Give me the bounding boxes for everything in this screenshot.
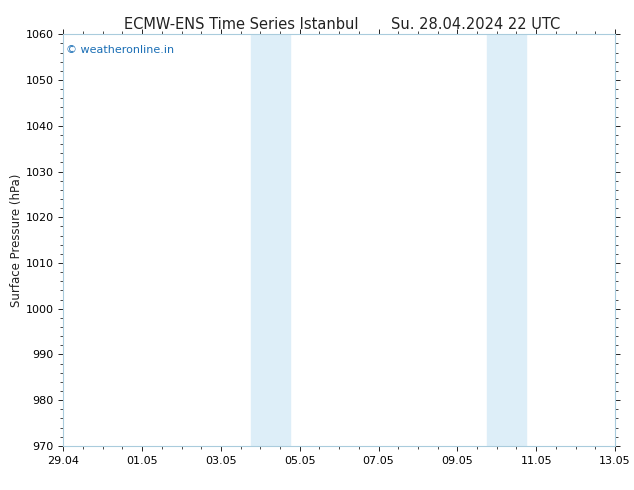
Text: ECMW-ENS Time Series Istanbul: ECMW-ENS Time Series Istanbul — [124, 17, 358, 32]
Bar — [250, 34, 290, 446]
Bar — [487, 34, 526, 446]
Text: © weatheronline.in: © weatheronline.in — [66, 45, 174, 54]
Text: Su. 28.04.2024 22 UTC: Su. 28.04.2024 22 UTC — [391, 17, 560, 32]
Y-axis label: Surface Pressure (hPa): Surface Pressure (hPa) — [10, 173, 23, 307]
